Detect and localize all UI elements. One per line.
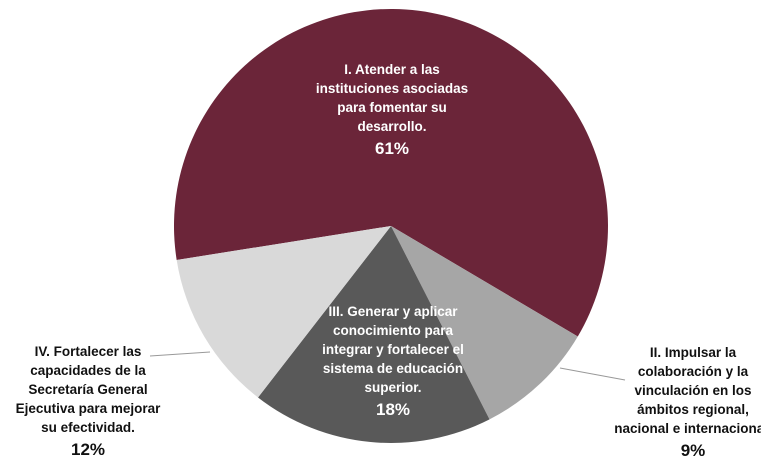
label-line: su efectividad. — [41, 420, 135, 435]
slice-iii — [258, 226, 490, 444]
label-line: conocimiento para — [333, 323, 454, 338]
label-line: desarrollo. — [357, 119, 426, 134]
slice-iii-label: III. Generar y aplicar conocimiento para i… — [322, 304, 464, 419]
slice-i-label: I. Atender a las instituciones asociadas p… — [316, 62, 468, 158]
label-line: ámbitos regional, — [637, 402, 749, 417]
percent-label: 61% — [375, 139, 409, 158]
label-line: instituciones asociadas — [316, 81, 468, 96]
label-line: colaboración y la — [638, 364, 749, 379]
leader-line-ii — [559, 367, 626, 381]
percent-label: 12% — [71, 440, 105, 459]
slice-iv-label: IV. Fortalecer las capacidades de la Secre… — [16, 344, 162, 459]
slice-iv — [176, 226, 391, 398]
pie-slices — [173, 9, 608, 444]
slice-labels: I. Atender a las instituciones asociadas p… — [16, 62, 761, 460]
label-line: para fomentar su — [337, 100, 447, 115]
label-line: IV. Fortalecer las — [35, 344, 142, 359]
label-line: sistema de educación — [323, 361, 463, 376]
slice-ii-label: II. Impulsar la colaboración y la vinculac… — [614, 345, 761, 460]
label-line: Ejecutiva para mejorar — [16, 401, 162, 416]
slice-i — [173, 9, 608, 337]
label-line: vinculación en los — [634, 383, 751, 398]
label-line: Secretaría General — [28, 382, 147, 397]
leader-line-iv — [149, 351, 211, 357]
label-line: III. Generar y aplicar — [328, 304, 458, 319]
percent-label: 9% — [681, 441, 706, 460]
label-line: nacional e internacional. — [614, 421, 761, 436]
percent-label: 18% — [376, 400, 410, 419]
label-line: I. Atender a las — [344, 62, 440, 77]
label-line: superior. — [364, 380, 421, 395]
label-line: capacidades de la — [30, 363, 146, 378]
label-line: II. Impulsar la — [650, 345, 737, 360]
label-line: integrar y fortalecer el — [322, 342, 464, 357]
slice-ii — [391, 226, 578, 420]
